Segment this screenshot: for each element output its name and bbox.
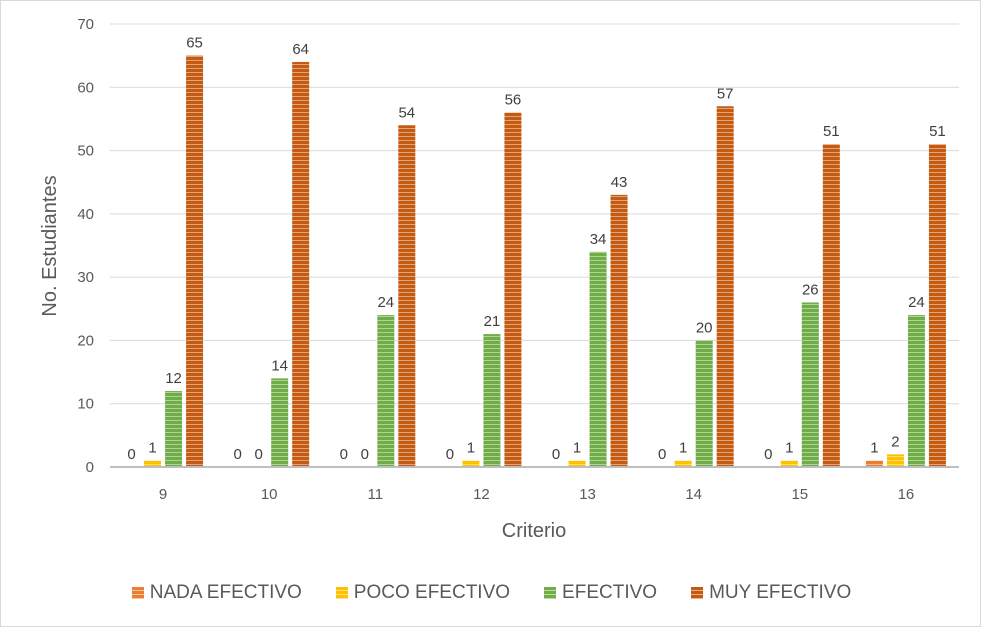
bar-efectivo-16	[907, 315, 925, 467]
data-label: 57	[717, 85, 734, 102]
data-label: 51	[823, 123, 840, 140]
x-tick-label: 14	[685, 486, 702, 503]
data-label: 1	[870, 440, 878, 457]
bar-nada-efectivo-16	[865, 460, 883, 467]
legend-item: MUY EFECTIVO	[691, 582, 851, 604]
bar-efectivo-11	[377, 315, 395, 467]
y-tick-label: 50	[77, 143, 94, 160]
bar-efectivo-15	[801, 302, 819, 467]
x-tick-label: 9	[159, 486, 167, 503]
data-label: 1	[785, 440, 793, 457]
data-label: 0	[361, 446, 369, 463]
bar-muy-efectivo-16	[928, 144, 946, 467]
data-label: 54	[398, 104, 415, 121]
bar-poco-efectivo-12	[462, 460, 480, 467]
legend-label: MUY EFECTIVO	[709, 582, 852, 603]
bar-muy-efectivo-9	[186, 55, 204, 468]
y-tick-label: 40	[77, 206, 94, 223]
data-label: 0	[255, 446, 263, 463]
bar-poco-efectivo-14	[674, 460, 692, 467]
bar-poco-efectivo-16	[886, 454, 904, 467]
bar-efectivo-10	[271, 378, 289, 467]
bar-muy-efectivo-13	[610, 194, 628, 467]
bar-muy-efectivo-12	[504, 112, 522, 467]
data-label: 24	[377, 294, 394, 311]
data-label: 34	[590, 231, 607, 248]
y-tick-label: 60	[77, 79, 94, 96]
bar-poco-efectivo-9	[144, 460, 162, 467]
x-tick-label: 13	[579, 486, 596, 503]
data-label: 20	[696, 319, 713, 336]
legend-swatch	[544, 587, 557, 599]
data-label: 21	[484, 313, 501, 330]
legend-swatch	[335, 587, 348, 599]
data-label: 51	[929, 123, 946, 140]
data-label: 0	[658, 446, 666, 463]
y-tick-label: 0	[86, 459, 94, 476]
legend-swatch	[131, 587, 144, 599]
bar-muy-efectivo-11	[398, 125, 416, 467]
bar-muy-efectivo-15	[822, 144, 840, 467]
data-label: 1	[148, 440, 156, 457]
data-label: 0	[552, 446, 560, 463]
data-label: 0	[234, 446, 242, 463]
y-tick-label: 70	[77, 16, 94, 33]
x-tick-label: 12	[473, 486, 490, 503]
y-tick-label: 30	[77, 269, 94, 286]
bar-poco-efectivo-15	[780, 460, 798, 467]
data-label: 26	[802, 281, 819, 298]
bar-poco-efectivo-13	[568, 460, 586, 467]
data-label: 43	[611, 174, 628, 191]
x-axis-ticks: 9 10 11 12 13 14 15 16	[159, 486, 914, 503]
data-label: 12	[165, 370, 182, 387]
y-tick-label: 10	[77, 396, 94, 413]
bars	[144, 55, 946, 468]
legend: NADA EFECTIVO POCO EFECTIVO EFECTIVO MUY EF…	[1, 579, 981, 607]
x-tick-label: 16	[898, 486, 915, 503]
legend-item: NADA EFECTIVO	[131, 582, 302, 604]
bar-muy-efectivo-10	[292, 61, 310, 467]
data-label: 0	[764, 446, 772, 463]
data-label: 1	[467, 440, 475, 457]
legend-swatch	[691, 587, 704, 599]
legend-label: NADA EFECTIVO	[149, 582, 302, 603]
data-label: 24	[908, 294, 925, 311]
bar-efectivo-9	[165, 391, 183, 467]
bar-efectivo-14	[695, 340, 713, 467]
legend-label: POCO EFECTIVO	[353, 582, 511, 603]
data-label: 56	[505, 92, 522, 109]
y-axis-title: No. Estudiantes	[39, 175, 61, 316]
data-label: 0	[340, 446, 348, 463]
data-label: 0	[127, 446, 135, 463]
bar-muy-efectivo-14	[716, 106, 734, 468]
x-tick-label: 11	[368, 486, 384, 503]
data-label: 64	[292, 41, 309, 58]
data-label: 65	[186, 35, 203, 52]
bar-efectivo-12	[483, 334, 501, 467]
data-label: 2	[891, 433, 899, 450]
data-label: 1	[573, 440, 581, 457]
y-tick-label: 20	[77, 332, 94, 349]
gridlines	[110, 23, 959, 405]
data-label: 1	[679, 440, 687, 457]
x-tick-label: 10	[261, 486, 278, 503]
bar-efectivo-13	[589, 251, 607, 467]
legend-item: POCO EFECTIVO	[335, 582, 511, 604]
y-axis-ticks: 0 10 20 30 40 50 60 70	[77, 16, 94, 476]
data-label: 0	[446, 446, 454, 463]
legend-label: EFECTIVO	[562, 582, 658, 603]
x-tick-label: 15	[791, 486, 808, 503]
data-label: 14	[271, 357, 288, 374]
legend-item: EFECTIVO	[544, 582, 657, 604]
x-axis-title: Criterio	[502, 520, 566, 542]
